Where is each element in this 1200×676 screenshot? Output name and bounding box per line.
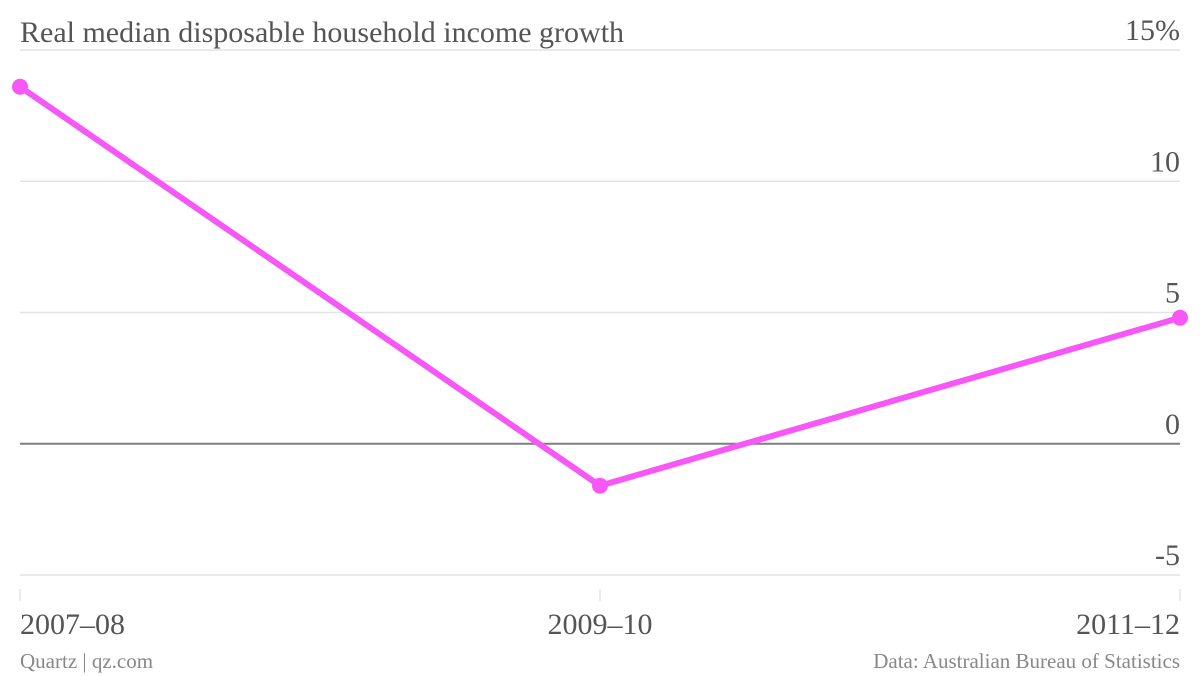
x-tick-label: 2009–10	[548, 608, 653, 641]
y-axis-tick-labels: 15% 10 5 0 -5	[1125, 14, 1180, 572]
data-point	[12, 78, 28, 95]
x-axis-ticks: 2007–08 2009–10 2011–12	[19, 589, 1181, 641]
data-point	[592, 477, 608, 494]
chart-title: Real median disposable household income …	[20, 16, 624, 49]
y-tick-label: 5	[1165, 277, 1180, 310]
x-tick-label: 2007–08	[20, 608, 125, 641]
y-tick-label: 15%	[1125, 14, 1180, 47]
source-credit: Quartz | qz.com	[20, 649, 153, 673]
y-tick-label: 0	[1165, 408, 1180, 441]
gridlines	[20, 49, 1180, 576]
data-series	[12, 78, 1188, 494]
y-tick-label: -5	[1155, 539, 1180, 572]
x-tick-label: 2011–12	[1076, 608, 1180, 641]
data-source: Data: Australian Bureau of Statistics	[873, 649, 1180, 673]
data-point	[1172, 309, 1188, 326]
series-line	[17, 83, 1183, 489]
y-tick-label: 10	[1150, 145, 1180, 178]
